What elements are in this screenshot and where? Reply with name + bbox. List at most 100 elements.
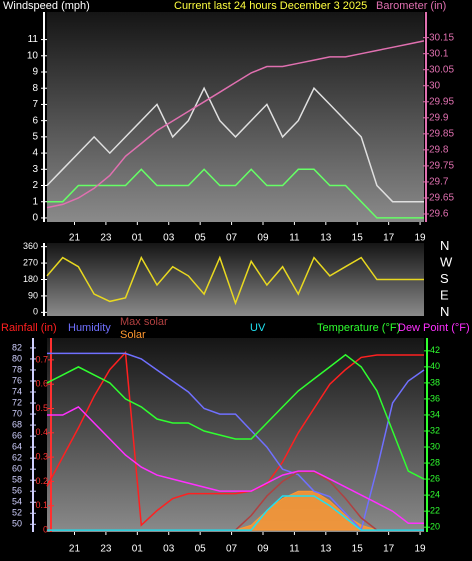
x-tick-label: 23 <box>100 544 112 555</box>
series-line <box>46 353 425 480</box>
legend-entry: Humidity <box>68 322 111 334</box>
y2-tick-label: 29.6 <box>429 209 449 220</box>
legend-entry: Dew Point (°F) <box>398 322 470 334</box>
y3-tick-label: 64 <box>12 442 22 452</box>
y2-tick-label: 29.9 <box>429 112 449 123</box>
series-line <box>46 40 425 209</box>
x-tick-label: 17 <box>383 544 395 555</box>
y2-tick-label: 34 <box>430 409 440 419</box>
chart-title: Current last 24 hours December 3 2025 <box>174 0 367 12</box>
x-tick-label: 23 <box>100 233 112 244</box>
series-line <box>46 350 424 527</box>
y2-tick-label: 40 <box>430 361 440 371</box>
y3-tick-label: 50 <box>12 519 22 529</box>
legend-entry: Max solar <box>120 316 168 328</box>
y-tick-label: 0.4 <box>35 427 48 437</box>
y2-tick-label: 30.1 <box>429 48 449 59</box>
y-tick-label: 0 <box>43 524 48 534</box>
x-tick-label: 05 <box>195 544 207 555</box>
y2-tick-label: 30.15 <box>429 32 454 43</box>
y3-tick-label: 58 <box>12 475 22 485</box>
y2-tick-label: 22 <box>430 506 440 516</box>
y2-tick-label: W <box>440 255 453 270</box>
y-tick-label: 6 <box>32 115 38 126</box>
y3-tick-label: 80 <box>12 353 22 363</box>
y2-tick-label: 29.95 <box>429 96 454 107</box>
y-tick-label: 0.6 <box>35 379 48 389</box>
y2-tick-label: 32 <box>430 425 440 435</box>
y-tick-label: 7 <box>32 99 38 110</box>
y2-tick-label: 20 <box>430 522 440 532</box>
x-tick-label: 13 <box>320 233 332 244</box>
y2-tick-label: 36 <box>430 393 440 403</box>
y3-tick-label: 68 <box>12 419 22 429</box>
series-line <box>47 168 424 219</box>
y3-tick-label: 62 <box>12 453 22 463</box>
y-tick-label: 360 <box>23 241 38 251</box>
y2-tick-label: 29.75 <box>429 161 454 172</box>
y3-tick-label: 54 <box>12 497 22 507</box>
x-tick-label: 01 <box>132 544 144 555</box>
y-tick-label: 1 <box>32 196 38 207</box>
plot-area <box>47 12 424 222</box>
y2-tick-label: 30 <box>429 80 441 91</box>
y-tick-label: 0.2 <box>35 476 48 486</box>
series-line <box>47 405 424 524</box>
y3-tick-label: 76 <box>12 375 22 385</box>
y-tick-label: 9 <box>32 67 38 78</box>
y2-tick-label: 38 <box>430 377 440 387</box>
x-tick-label: 07 <box>226 233 238 244</box>
y2-tick-label: 26 <box>430 473 440 483</box>
y2-tick-label: 29.7 <box>429 177 449 188</box>
y2-tick-label: E <box>440 287 449 302</box>
x-tick-label: 07 <box>226 544 238 555</box>
y-tick-label: 0 <box>33 307 38 317</box>
y-tick-label: 4 <box>32 148 38 159</box>
y2-tick-label: 42 <box>430 345 440 355</box>
y2-tick-label: N <box>440 238 449 253</box>
y2-tick-label: 24 <box>430 489 440 499</box>
x-tick-label: 03 <box>163 233 175 244</box>
y2-tick-label: 29.85 <box>429 128 454 139</box>
y2-tick-label: S <box>440 271 449 286</box>
x-tick-label: 15 <box>352 233 364 244</box>
y-tick-label: 2 <box>32 180 38 191</box>
y-tick-label: 8 <box>32 83 38 94</box>
y3-tick-label: 70 <box>12 408 22 418</box>
y-tick-label: 3 <box>32 164 38 175</box>
y-tick-label: 180 <box>23 274 38 284</box>
y3-tick-label: 60 <box>12 464 22 474</box>
series-line <box>46 86 424 203</box>
y-tick-label: 270 <box>23 257 38 267</box>
x-tick-label: 15 <box>352 544 364 555</box>
y2-tick-label: N <box>440 304 449 319</box>
y-tick-label: 0 <box>32 213 38 224</box>
y-tick-label: 0.1 <box>35 500 48 510</box>
legend-entry: Temperature (°F) <box>317 322 400 334</box>
y-axis-title: Windspeed (mph) <box>3 0 90 12</box>
y2-tick-label: 30 <box>430 441 440 451</box>
y3-tick-label: 82 <box>12 342 22 352</box>
y2-tick-label: 29.8 <box>429 145 449 156</box>
series-line <box>47 495 424 531</box>
x-tick-label: 19 <box>415 544 427 555</box>
y2-tick-label: 28 <box>430 457 440 467</box>
x-tick-label: 09 <box>257 544 269 555</box>
x-tick-label: 03 <box>163 544 175 555</box>
y3-tick-label: 56 <box>12 486 22 496</box>
y2-axis-title: Barometer (in) <box>376 0 446 12</box>
y-tick-label: 11 <box>28 34 39 45</box>
y-tick-label: 0.3 <box>35 451 48 461</box>
x-tick-label: 21 <box>69 233 81 244</box>
y3-tick-label: 52 <box>12 508 22 518</box>
y-tick-label: 0.7 <box>35 354 48 364</box>
y2-tick-label: 30.05 <box>429 64 454 75</box>
y-tick-label: 0.5 <box>35 403 48 413</box>
x-tick-label: 17 <box>383 233 395 244</box>
y3-tick-label: 72 <box>12 397 22 407</box>
x-tick-label: 09 <box>257 233 269 244</box>
y3-tick-label: 66 <box>12 430 22 440</box>
y-tick-label: 10 <box>27 50 39 61</box>
y3-tick-label: 78 <box>12 364 22 374</box>
